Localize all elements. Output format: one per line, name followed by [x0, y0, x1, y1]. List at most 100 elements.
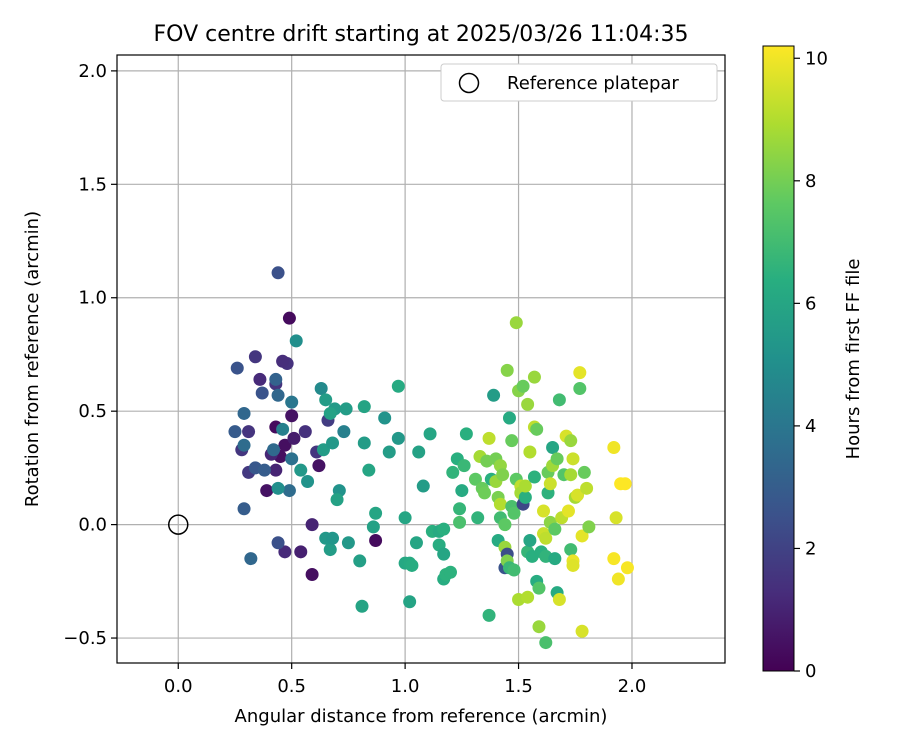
data-point: [416, 479, 430, 493]
data-point: [437, 547, 451, 561]
y-tick-label: 1.5: [78, 174, 107, 195]
data-point: [242, 425, 256, 439]
data-point: [443, 565, 457, 579]
colorbar-tick-label: 4: [805, 416, 816, 437]
plot-frame: [116, 54, 726, 664]
scatter-points: [228, 266, 634, 650]
data-point: [566, 452, 580, 466]
data-point: [566, 558, 580, 572]
y-axis-label: Rotation from reference (arcmin): [22, 211, 43, 507]
data-point: [339, 402, 353, 416]
data-point: [530, 422, 544, 436]
data-point: [285, 409, 299, 423]
colorbar-label: Hours from first FF file: [843, 259, 864, 460]
data-point: [269, 372, 283, 386]
data-point: [478, 486, 492, 500]
data-point: [505, 434, 519, 448]
data-point: [561, 504, 575, 518]
data-point: [564, 468, 578, 482]
data-point: [471, 511, 485, 525]
colorbar-tick-label: 10: [805, 48, 828, 69]
data-point: [289, 334, 303, 348]
data-point: [276, 422, 290, 436]
data-point: [550, 452, 564, 466]
y-tick-label: 0.5: [78, 401, 107, 422]
data-point: [282, 484, 296, 498]
data-point: [353, 554, 367, 568]
data-point: [552, 592, 566, 606]
data-point: [369, 506, 383, 520]
chart-title: FOV centre drift starting at 2025/03/26 …: [154, 22, 689, 47]
data-point: [269, 463, 283, 477]
y-tick-label: 0.0: [78, 515, 107, 536]
data-point: [575, 529, 589, 543]
data-point: [537, 504, 551, 518]
data-point: [552, 393, 566, 407]
data-point: [539, 636, 553, 650]
data-point: [271, 536, 285, 550]
data-point: [548, 552, 562, 566]
y-axis: −0.5 0.0 0.5 1.0 1.5 2.0: [63, 61, 117, 649]
data-point: [482, 431, 496, 445]
data-point: [403, 595, 417, 609]
data-point: [301, 475, 315, 489]
data-point: [521, 590, 535, 604]
data-point: [487, 388, 501, 402]
data-point: [518, 479, 532, 493]
legend-label: Reference platepar: [507, 73, 679, 94]
data-point: [257, 463, 271, 477]
data-point: [607, 552, 621, 566]
data-point: [482, 608, 496, 622]
data-point: [498, 518, 512, 532]
data-point: [248, 350, 262, 364]
data-point: [518, 490, 532, 504]
legend-marker-icon: [458, 72, 480, 94]
data-point: [523, 445, 537, 459]
x-tick-label: 0.5: [277, 676, 306, 697]
data-point: [611, 572, 625, 586]
data-point: [548, 522, 562, 536]
data-point: [355, 599, 369, 613]
data-point: [412, 445, 426, 459]
data-point: [620, 561, 634, 575]
colorbar-tick-label: 8: [805, 171, 816, 192]
data-point: [516, 379, 530, 393]
data-point: [294, 463, 308, 477]
data-point: [546, 440, 560, 454]
data-point: [337, 425, 351, 439]
data-point: [423, 427, 437, 441]
data-point: [237, 502, 251, 516]
data-point: [319, 393, 333, 407]
colorbar-gradient: [762, 45, 795, 672]
data-point: [607, 440, 621, 454]
data-point: [271, 266, 285, 280]
data-point: [285, 452, 299, 466]
data-point: [357, 400, 371, 414]
data-point: [502, 411, 516, 425]
data-point: [228, 425, 242, 439]
data-point: [276, 354, 290, 368]
data-point: [326, 436, 340, 450]
data-point: [564, 543, 578, 557]
data-point: [366, 520, 380, 534]
data-point: [323, 406, 337, 420]
data-point: [457, 459, 471, 473]
data-point: [382, 445, 396, 459]
data-point: [305, 518, 319, 532]
reference-marker-group: [168, 514, 189, 535]
data-point: [237, 438, 251, 452]
data-point: [314, 381, 328, 395]
y-tick-label: −0.5: [63, 628, 107, 649]
data-point: [409, 536, 423, 550]
data-point: [323, 543, 337, 557]
data-point: [459, 427, 473, 441]
data-point: [527, 370, 541, 384]
colorbar-ticks: 0 2 4 6 8 10: [794, 48, 828, 682]
data-point: [271, 388, 285, 402]
data-point: [509, 316, 523, 330]
data-point: [362, 463, 376, 477]
data-point: [507, 563, 521, 577]
data-point: [316, 443, 330, 457]
data-point: [405, 558, 419, 572]
